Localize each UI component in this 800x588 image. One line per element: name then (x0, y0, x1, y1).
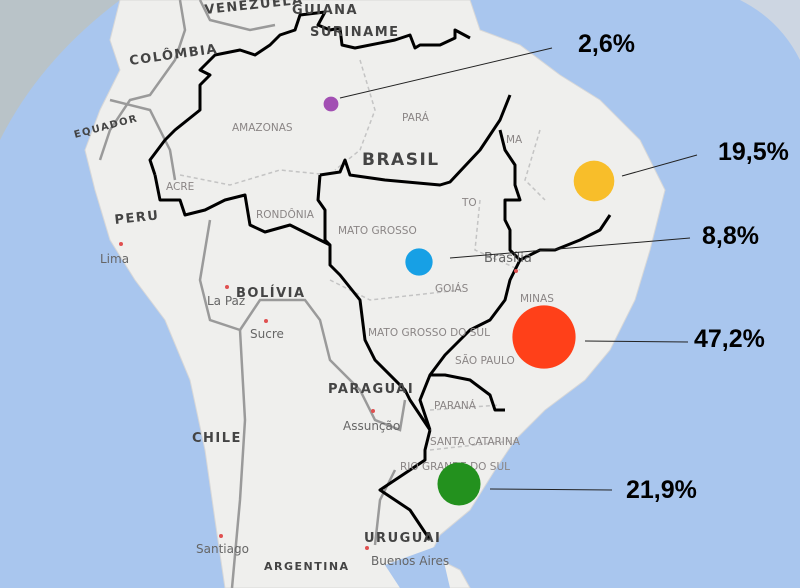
bubble-norte[interactable] (323, 96, 339, 112)
country-label: PARAGUAI (328, 382, 414, 397)
percent-label-centro-oeste: 8,8% (702, 222, 759, 250)
percent-label-nordeste: 19,5% (718, 138, 789, 166)
river-plate (385, 545, 450, 588)
city-marker (219, 534, 223, 538)
state-label: ACRE (166, 181, 194, 193)
state-label: RONDÔNIA (256, 208, 315, 221)
country-label: BOLÍVIA (236, 285, 306, 301)
leader-line (339, 47, 553, 99)
country-label: BRASIL (362, 150, 440, 170)
city-label: La Paz (207, 294, 245, 308)
country-label: PERU (114, 208, 160, 228)
leader-line (584, 340, 689, 343)
city-marker (371, 409, 375, 413)
globe-edge (740, 0, 800, 60)
bubble-nordeste[interactable] (573, 160, 615, 202)
state-label: AMAZONAS (232, 122, 293, 134)
country-label: GUIANA (292, 3, 358, 18)
city-label: Lima (100, 252, 129, 266)
region-borders (148, 10, 612, 541)
city-label: Brasília (484, 251, 532, 266)
country-borders (98, 0, 407, 588)
city-label: Santiago (196, 542, 249, 556)
city-label: Buenos Aires (371, 554, 449, 568)
state-label-part: MATO GROSSO DO SUL (368, 327, 490, 339)
percent-label-sudeste: 47,2% (694, 325, 765, 353)
country-label: SURINAME (310, 25, 400, 40)
state-label: GOIÁS (435, 282, 469, 295)
state-label: PARÁ (402, 111, 430, 124)
state-borders (179, 59, 546, 451)
city-label: Sucre (250, 327, 284, 341)
country-label: URUGUAI (364, 531, 441, 546)
city-marker (514, 269, 518, 273)
land-mass (84, 0, 666, 588)
state-label: MA (506, 134, 523, 146)
state-labels: AMAZONAS PARÁ MA ACRE RONDÔNIA MATO GROS… (166, 111, 554, 473)
percent-label-norte: 2,6% (578, 30, 635, 58)
leader-line (449, 237, 691, 259)
state-label: SANTA CATARINA (430, 436, 521, 448)
bubble-sudeste[interactable] (512, 305, 576, 369)
leader-line (489, 488, 613, 491)
city-marker (119, 242, 123, 246)
bubble-sul[interactable] (437, 462, 481, 506)
percent-label-sul: 21,9% (626, 476, 697, 504)
globe-edge (0, 0, 120, 140)
bubble-centro-oeste[interactable] (405, 248, 433, 276)
state-label: MATO GROSSO DO SUL (368, 327, 490, 339)
state-label: TO (461, 197, 477, 209)
state-label: PARANÁ (434, 399, 477, 412)
city-marker (225, 285, 229, 289)
state-label: SÃO PAULO (455, 354, 515, 367)
city-label: Assunção (343, 419, 400, 433)
state-label: MINAS (520, 293, 554, 305)
country-label: ARGENTINA (264, 560, 350, 573)
city-marker (264, 319, 268, 323)
leader-line (621, 154, 698, 177)
state-label: MATO GROSSO (338, 225, 417, 237)
bubble-layer (323, 47, 698, 506)
country-label: CHILE (192, 431, 242, 446)
city-labels: Lima La Paz Sucre Brasília Assunção Sant… (100, 242, 532, 568)
city-marker (365, 546, 369, 550)
